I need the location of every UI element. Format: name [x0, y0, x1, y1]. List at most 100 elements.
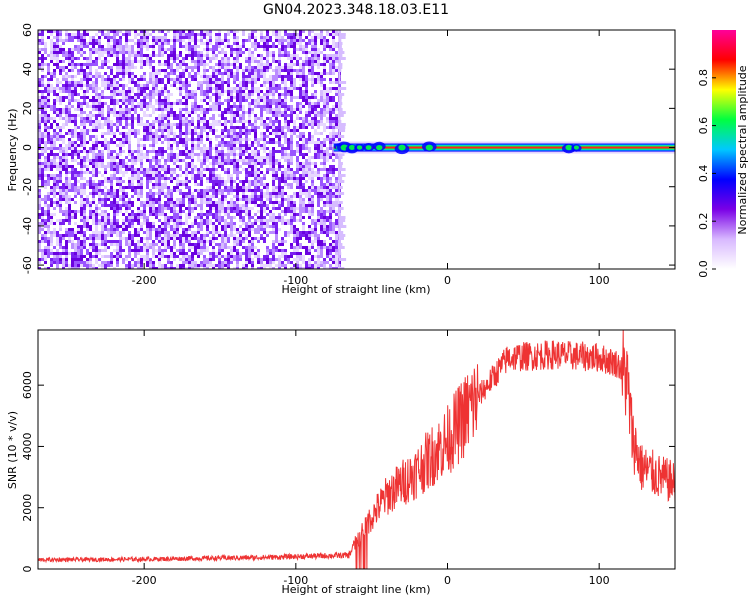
- spectrogram-cell: [170, 180, 173, 183]
- spectrogram-cell: [143, 111, 146, 117]
- spectrogram-cell: [212, 45, 215, 48]
- spectrogram-cell: [113, 141, 116, 144]
- spectrogram-cell: [302, 156, 305, 159]
- spectrogram-cell: [266, 231, 269, 234]
- spectrogram-cell: [311, 162, 314, 165]
- spectrogram-cell: [287, 183, 290, 186]
- spectrogram-cell: [77, 180, 80, 183]
- spectrogram-cell: [197, 117, 200, 120]
- spectrogram-cell: [128, 69, 131, 72]
- spectrogram-cell: [47, 90, 50, 93]
- spectrogram-cell: [317, 153, 320, 159]
- spectrogram-cell: [323, 246, 326, 249]
- spectrogram-cell: [77, 108, 80, 111]
- spectrogram-cell: [173, 72, 176, 75]
- spectrogram-cell: [278, 102, 281, 105]
- spectrogram-cell: [116, 213, 119, 216]
- spectrogram-cell: [191, 66, 194, 69]
- spectrogram-cell: [326, 93, 329, 96]
- spectrogram-cell: [89, 264, 92, 267]
- spectrogram-cell: [62, 234, 65, 237]
- spectrogram-cell: [269, 216, 272, 222]
- spectrogram-cell: [158, 165, 161, 168]
- spectrogram-cell: [131, 240, 134, 243]
- spectrogram-cell: [101, 231, 104, 234]
- spectrogram-cell: [266, 249, 269, 252]
- spectrogram-cell: [308, 198, 311, 201]
- spectrogram-cell: [47, 204, 50, 210]
- spectrogram-cell: [158, 219, 161, 222]
- spectrogram-cell: [308, 141, 311, 144]
- spectrogram-cell: [50, 177, 53, 180]
- spectrogram-cell: [242, 222, 245, 225]
- spectrogram-cell: [131, 75, 134, 78]
- spectrogram-cell: [179, 30, 182, 36]
- spectrogram-cell: [323, 195, 326, 198]
- spectrogram-cell: [320, 96, 323, 102]
- spectrogram-cell: [200, 30, 203, 33]
- spectrogram-cell: [104, 102, 107, 105]
- spectrogram-cell: [266, 264, 269, 267]
- spectrogram-cell: [122, 258, 125, 264]
- spectrogram-cell: [266, 129, 269, 132]
- spectrogram-cell: [101, 75, 104, 81]
- spectrogram-cell: [50, 75, 53, 78]
- spectrogram-cell: [101, 102, 104, 105]
- spectrogram-cell: [296, 102, 299, 105]
- spectrogram-cell: [131, 183, 134, 186]
- spectrogram-cell: [56, 165, 59, 168]
- spectrogram-cell: [140, 33, 143, 36]
- spectrogram-cell: [248, 120, 251, 123]
- spectrogram-cell: [95, 60, 98, 66]
- spectrogram-cell: [281, 129, 284, 132]
- spectrogram-cell: [293, 174, 296, 177]
- spectrogram-cell: [212, 264, 215, 267]
- spectrogram-cell: [299, 102, 302, 105]
- spectrogram-cell: [257, 228, 260, 234]
- spectrogram-cell: [257, 96, 260, 99]
- spectrogram-cell: [140, 117, 143, 120]
- spectrogram-cell: [113, 81, 116, 84]
- spectrogram-cell: [209, 204, 212, 207]
- spectrogram-cell: [260, 69, 263, 72]
- spectrogram-cell: [65, 240, 68, 246]
- spectrogram-cell: [251, 33, 254, 39]
- spectrogram-cell: [119, 225, 122, 228]
- spectrogram-cell: [104, 165, 107, 168]
- spectrogram-cell: [215, 213, 218, 219]
- spectrogram-cell: [53, 177, 56, 180]
- spectrogram-cell: [230, 159, 233, 162]
- spectrogram-cell: [278, 114, 281, 117]
- spectrogram-cell: [122, 111, 125, 114]
- spectrogram-cell: [44, 87, 47, 93]
- spectrogram-cell: [125, 108, 128, 111]
- spectrogram-cell: [260, 189, 263, 192]
- spectrogram-cell: [152, 108, 155, 111]
- spectrogram-cell: [248, 159, 251, 162]
- spectrogram-cell: [251, 249, 254, 252]
- spectrogram-cell: [107, 114, 110, 117]
- spectrogram-cell: [230, 72, 233, 75]
- spectrogram-cell: [197, 204, 200, 207]
- spectrogram-cell: [146, 129, 149, 132]
- spectrogram-cell: [125, 66, 128, 72]
- spectrogram-cell: [137, 90, 140, 93]
- spectrogram-cell: [119, 183, 122, 186]
- spectrogram-cell: [155, 117, 158, 120]
- spectrogram-cell: [308, 99, 311, 102]
- spectrogram-cell: [137, 267, 140, 269]
- spectrogram-cell: [191, 108, 194, 111]
- spectrogram-cell: [194, 72, 197, 75]
- spectrogram-cell: [140, 153, 143, 156]
- spectrogram-cell: [149, 192, 152, 195]
- spectrogram-cell: [230, 198, 233, 201]
- spectrogram-cell: [218, 60, 221, 63]
- spectrogram-cell: [308, 96, 311, 99]
- spectrogram-cell: [92, 159, 95, 162]
- spectrogram-cell: [323, 48, 326, 51]
- spectrogram-cell: [206, 93, 209, 96]
- spectrogram-cell: [206, 246, 209, 249]
- spectrogram-cell: [182, 222, 185, 225]
- spectrogram-cell: [101, 114, 104, 117]
- spectrogram-cell: [164, 63, 167, 66]
